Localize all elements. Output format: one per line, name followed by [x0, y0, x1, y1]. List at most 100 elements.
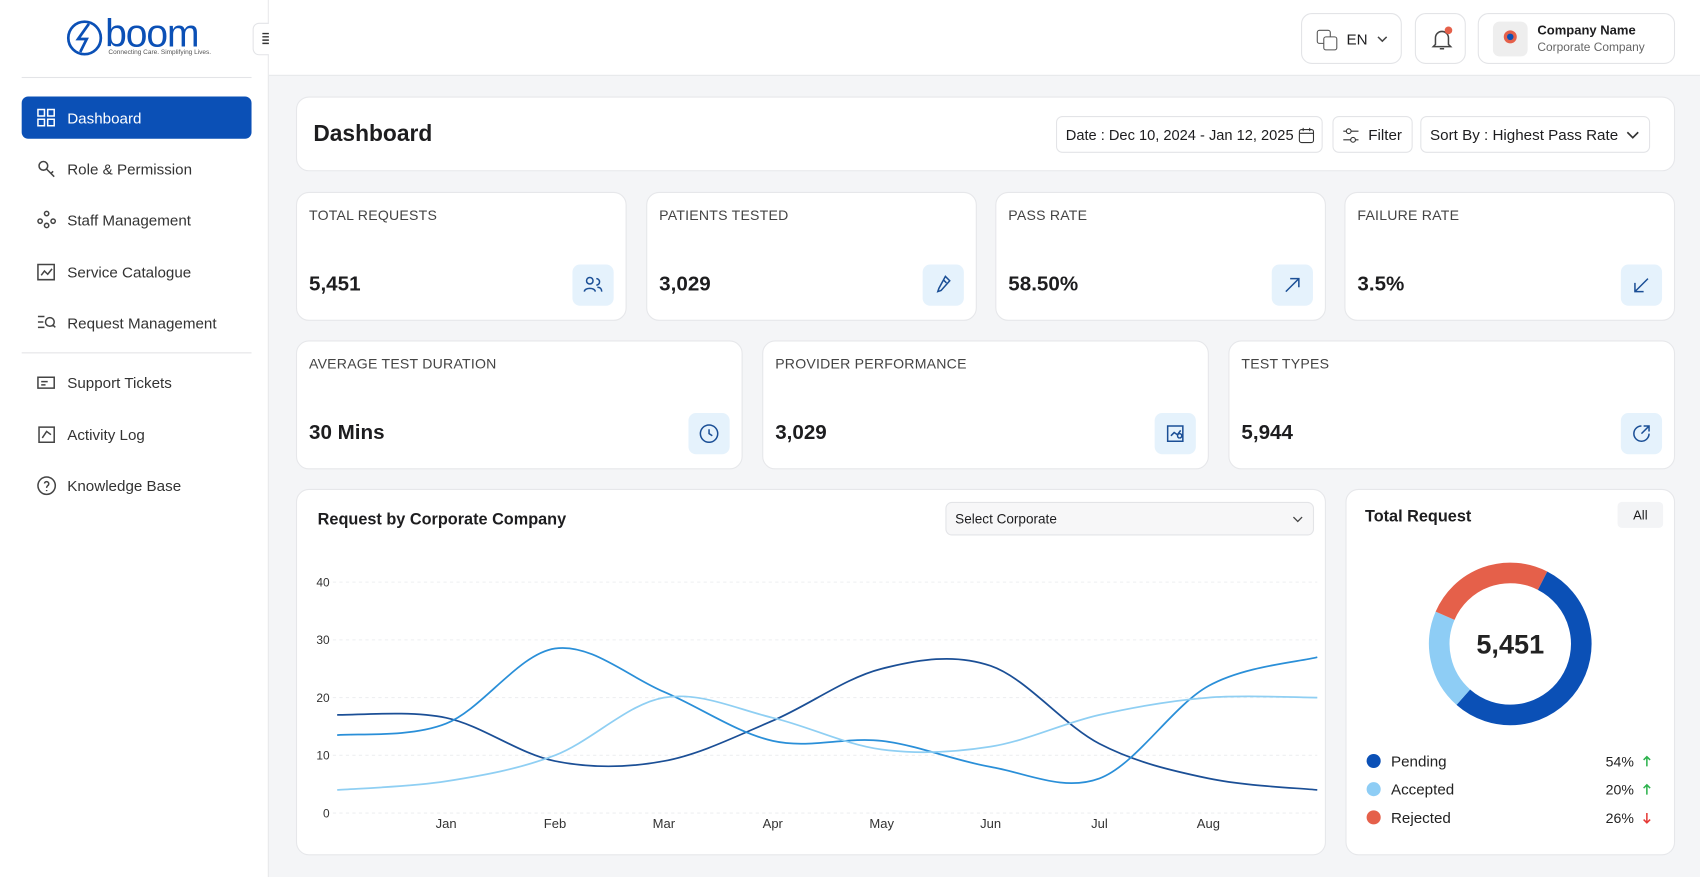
account[interactable]: Company Name Corporate Company: [1477, 13, 1676, 64]
toolbar: Dashboard Date : Dec 10, 2024 - Jan 12, …: [295, 96, 1676, 172]
donut-filter[interactable]: All: [1617, 501, 1664, 528]
chevron: [1292, 516, 1303, 523]
icon-path: [1634, 278, 1649, 293]
menu-label: Role & Permission: [67, 159, 193, 178]
stat-card: PATIENTS TESTED 3,029: [646, 191, 977, 321]
corporate-select[interactable]: Select Corporate: [945, 501, 1315, 536]
menu-item[interactable]: Staff Management: [22, 198, 252, 240]
stat-icon: [1154, 413, 1196, 455]
menu-item[interactable]: Knowledge Base: [22, 464, 252, 506]
language-select[interactable]: EN: [1301, 13, 1402, 64]
stat-value: 58.50%: [1008, 273, 1079, 296]
calendar-icon: [1298, 127, 1315, 144]
stat-value: 5,451: [308, 273, 361, 296]
stat-card: AVERAGE TEST DURATION 30 Mins: [295, 340, 743, 470]
company-name: Company Name: [1537, 22, 1636, 38]
icon-path: [583, 276, 603, 292]
stat-icon: [922, 264, 964, 306]
menu-item[interactable]: Dashboard: [21, 96, 252, 139]
sort-select[interactable]: Sort By : Highest Pass Rate: [1420, 115, 1651, 153]
stat-card: FAILURE RATE 3.5%: [1344, 191, 1676, 321]
divider: [21, 76, 252, 79]
sort-text: Sort By : Highest Pass Rate: [1430, 125, 1619, 144]
menu-label: Support Tickets: [67, 373, 172, 391]
stat-card: TOTAL REQUESTS 5,451: [295, 191, 627, 321]
language: EN: [1346, 30, 1368, 48]
divider: [21, 352, 252, 354]
menu-label: Dashboard: [67, 108, 142, 127]
stat-card: PROVIDER PERFORMANCE 3,029: [762, 340, 1209, 470]
icon: [936, 275, 951, 293]
icon-path: [1633, 425, 1650, 442]
icon: [699, 424, 719, 444]
stat-icon: [1271, 264, 1313, 306]
logo-text: boom: [105, 10, 199, 56]
menu-item[interactable]: Service Catalogue: [22, 250, 252, 292]
stat-value: 5,944: [1241, 421, 1293, 445]
line-chart-card: Request by Corporate Company Select Corp…: [295, 488, 1326, 856]
icon: [37, 210, 57, 229]
stat-value: 3.5%: [1357, 273, 1405, 296]
menu-label: Request Management: [67, 313, 217, 332]
header: EN Company Name Corporate Company: [268, 0, 1700, 76]
logo-tagline: Connecting Care. Simplifying Lives.: [108, 49, 212, 57]
page-title: Dashboard: [313, 121, 433, 147]
icon-path: [699, 424, 719, 444]
menu-label: Activity Log: [67, 425, 145, 443]
stat-label: PATIENTS TESTED: [659, 207, 789, 224]
filter-button[interactable]: Filter: [1332, 115, 1413, 153]
icon-path: [37, 476, 57, 496]
menu-item[interactable]: Request Management: [22, 301, 252, 343]
menu-item[interactable]: Activity Log: [22, 413, 252, 455]
icon: [1285, 277, 1300, 293]
icon: [37, 315, 56, 329]
stat-label: FAILURE RATE: [1357, 207, 1460, 224]
icon-path: [38, 160, 55, 178]
icon: [38, 426, 55, 444]
stat-label: PROVIDER PERFORMANCE: [775, 355, 967, 372]
stat-card: TEST TYPES 5,944: [1228, 340, 1676, 470]
menu-item[interactable]: Support Tickets: [22, 361, 252, 403]
icon-path: [1285, 277, 1300, 293]
menu-item[interactable]: Role & Permission: [22, 147, 252, 189]
stat-card: PASS RATE 58.50%: [995, 191, 1326, 321]
stat-value: 3,029: [659, 273, 711, 296]
chevron: [1626, 131, 1639, 139]
donut-card: Total Request All: [1345, 488, 1676, 856]
icon: [583, 276, 603, 292]
company-type: Corporate Company: [1537, 41, 1645, 55]
icon: [37, 376, 55, 389]
bell-icon: [1431, 26, 1453, 50]
company-logo-icon: [1503, 30, 1517, 44]
icon-path: [37, 376, 55, 389]
filter-icon: [1343, 128, 1359, 143]
date-text: Date : Dec 10, 2024 - Jan 12, 2025: [1065, 126, 1294, 143]
date-range[interactable]: Date : Dec 10, 2024 - Jan 12, 2025: [1055, 115, 1323, 153]
chart-title: Request by Corporate Company: [317, 510, 567, 530]
icon-path: [37, 210, 57, 229]
logo-mark: [66, 20, 103, 56]
donut-title: Total Request: [1364, 507, 1472, 526]
stat-value: 30 Mins: [308, 421, 385, 445]
icon-path: [37, 263, 55, 281]
company-logo: [1492, 21, 1528, 57]
translate-icon: [1316, 29, 1338, 51]
stat-icon: [1620, 264, 1663, 306]
icon-path: [936, 275, 951, 293]
notifications[interactable]: [1414, 13, 1466, 64]
chevron: [1377, 36, 1388, 43]
icon: [37, 108, 55, 127]
menu-label: Service Catalogue: [67, 262, 192, 281]
icon: [1634, 278, 1649, 293]
icon: [38, 160, 55, 178]
menu-label: Knowledge Base: [67, 476, 182, 494]
stat-label: TEST TYPES: [1241, 355, 1330, 372]
icon: [37, 476, 57, 496]
filter-text: Filter: [1368, 125, 1402, 144]
stat-icon: [1620, 413, 1663, 455]
stat-label: AVERAGE TEST DURATION: [308, 355, 497, 372]
icon: [37, 263, 55, 281]
stat-value: 3,029: [775, 421, 827, 445]
